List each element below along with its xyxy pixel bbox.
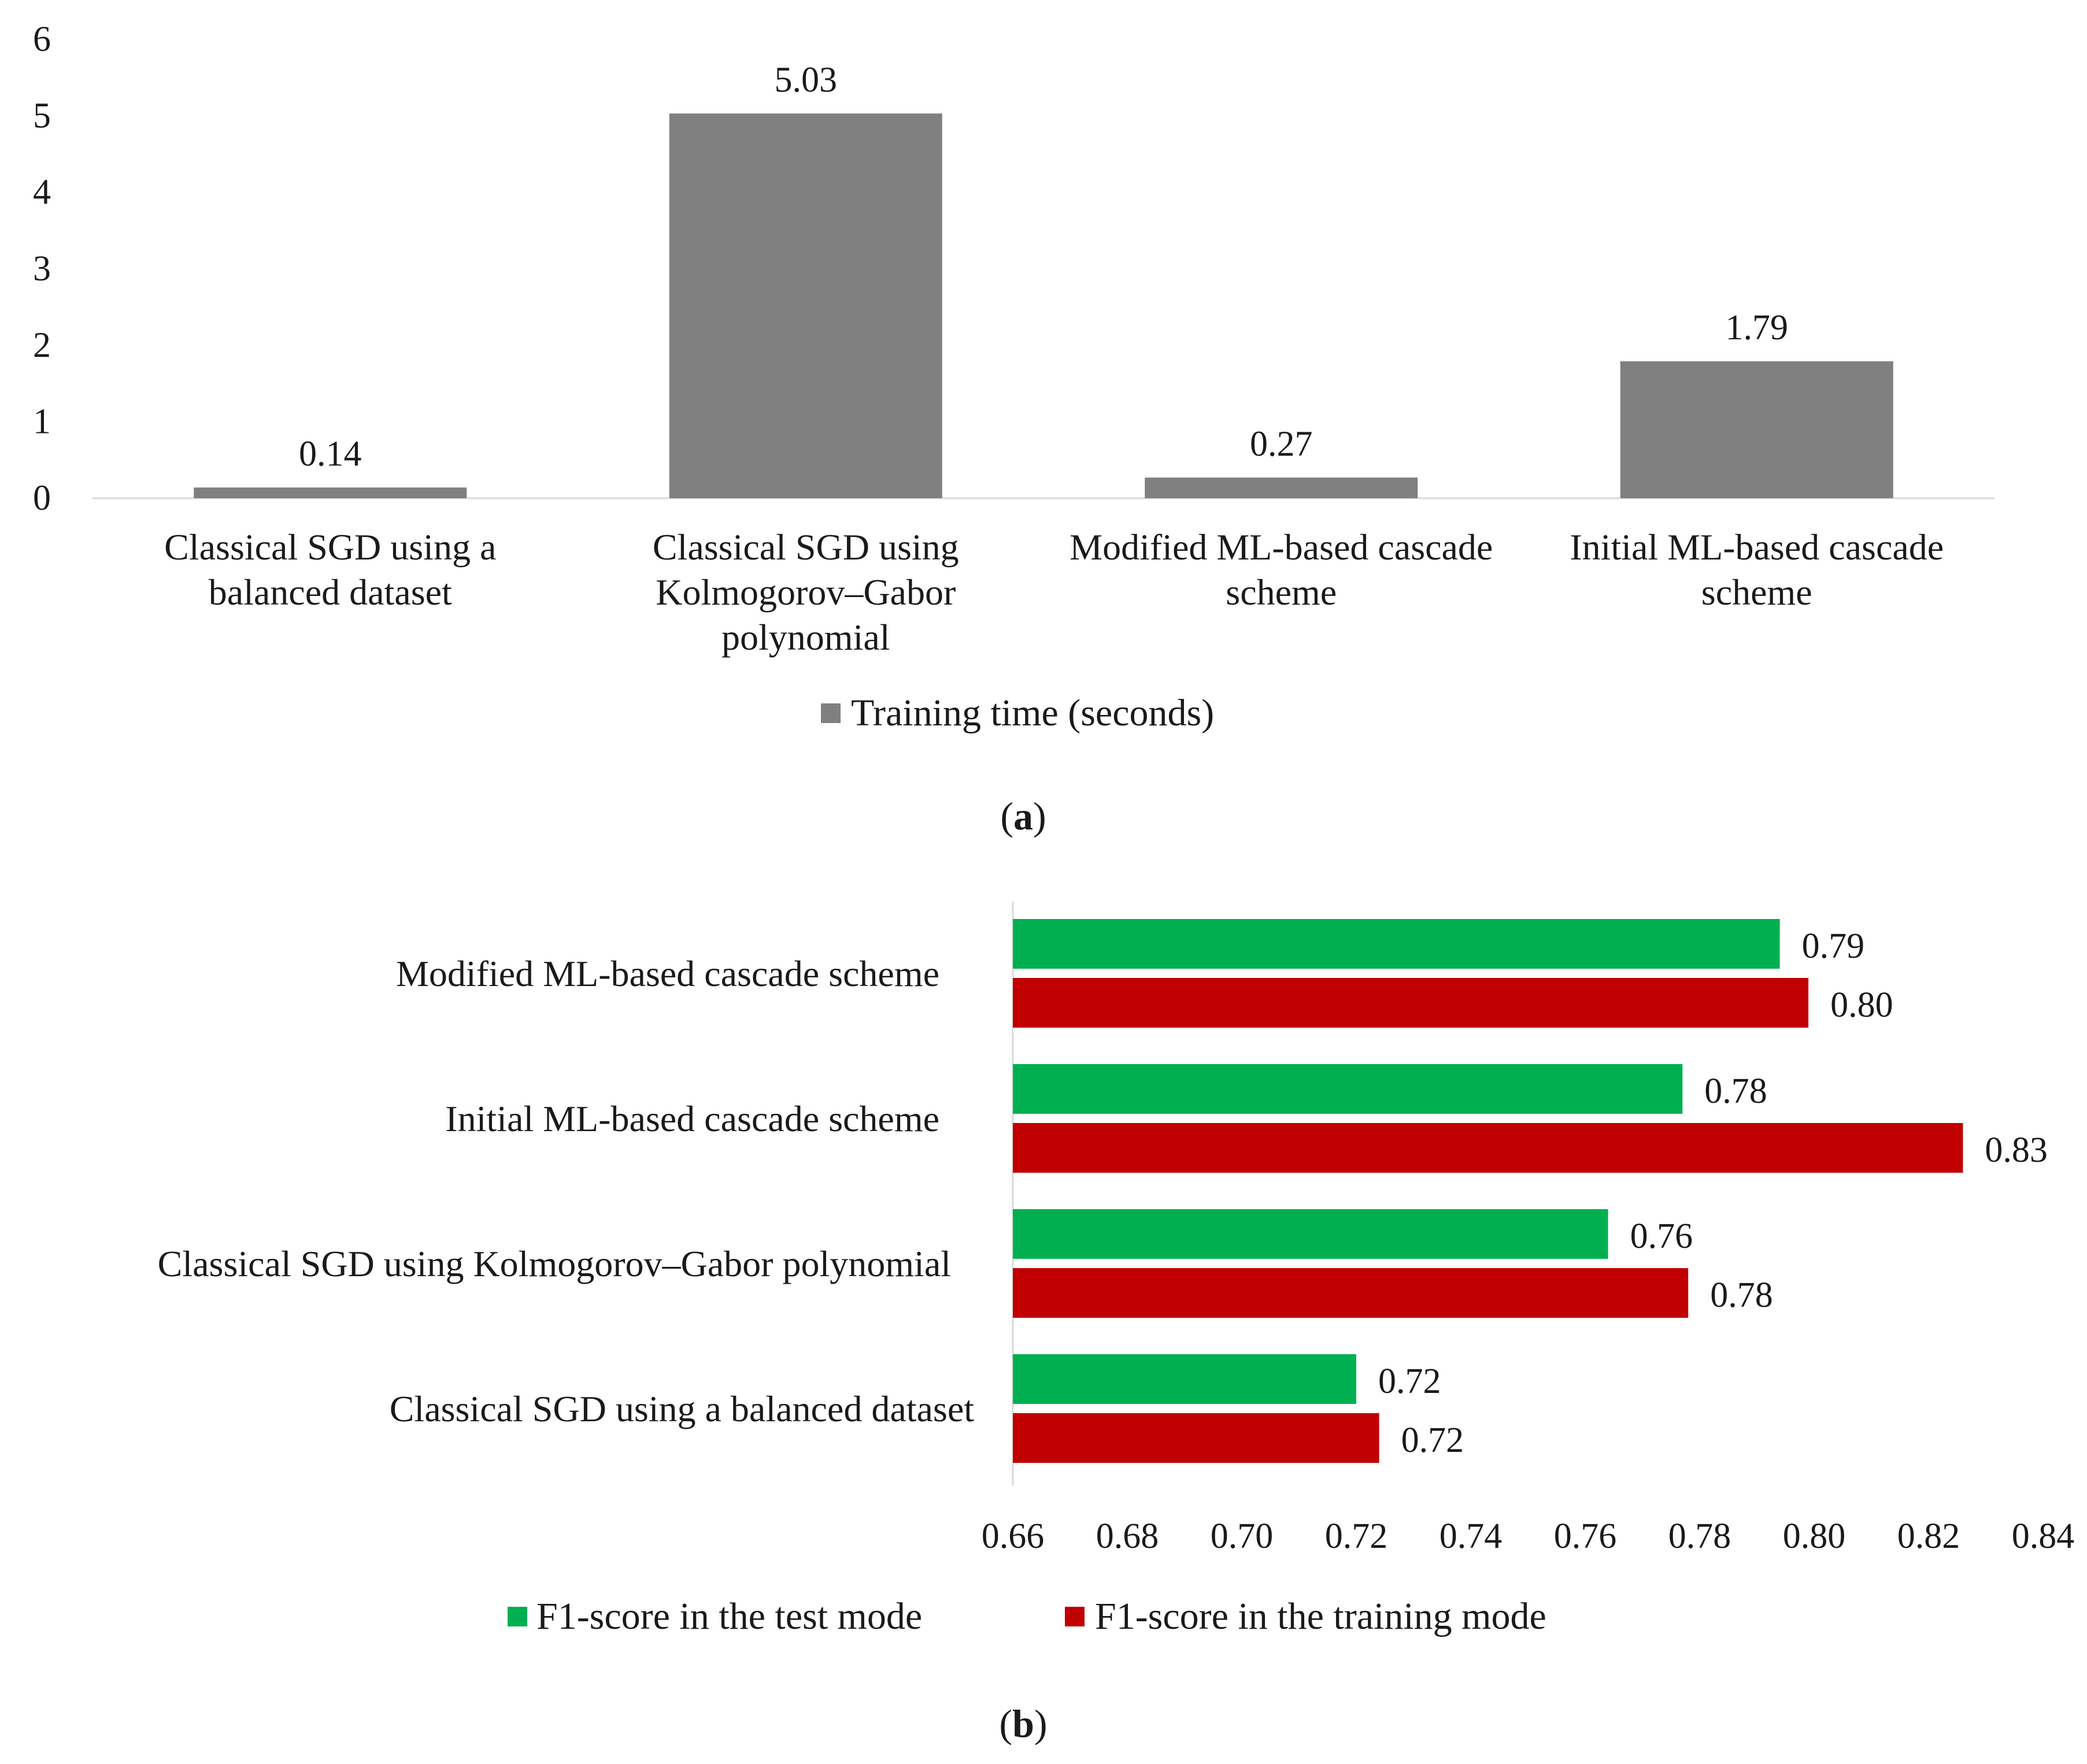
- bar-training-time: [1145, 477, 1418, 498]
- category-label: Modified ML-based cascade: [1070, 527, 1493, 568]
- x-tick-label: 0.70: [1211, 1517, 1274, 1556]
- category-label: Classical SGD using a balanced dataset: [390, 1388, 975, 1429]
- legend-a: Training time (seconds): [821, 692, 1214, 734]
- legend-b: F1-score in the test mode F1-score in the…: [508, 1595, 1546, 1637]
- legend-label-f1-training: F1-score in the training mode: [1095, 1595, 1546, 1637]
- data-label: 0.72: [1378, 1362, 1441, 1401]
- category-label: Initial ML-based cascade scheme: [445, 1098, 939, 1139]
- y-tick-label: 1: [33, 402, 51, 442]
- chart-a-training-time: 0 1 2 3 4 5 6 0.14 Classical SGD using abalanced…: [33, 20, 1995, 734]
- x-tick-label: 0.80: [1783, 1517, 1846, 1556]
- bar-f1-test: [1013, 1209, 1608, 1259]
- legend-swatch-training-time: [821, 703, 841, 723]
- data-label: 0.79: [1802, 927, 1865, 966]
- bar-training-time: [1620, 361, 1893, 498]
- y-tick-label: 2: [33, 325, 51, 365]
- data-label: 0.78: [1704, 1072, 1767, 1111]
- category-label: Classical SGD using Kolmogorov–Gabor pol…: [158, 1243, 951, 1284]
- category-label: Classical SGD using a: [164, 527, 496, 568]
- category-label: balanced dataset: [209, 572, 452, 613]
- category-label: Kolmogorov–Gabor: [656, 572, 956, 613]
- legend-swatch-f1-training: [1065, 1607, 1085, 1626]
- category-label: Classical SGD using: [653, 527, 959, 568]
- y-tick-label: 0: [33, 479, 51, 518]
- category-label: Modified ML-based cascade scheme: [396, 953, 939, 994]
- bar-training-time: [669, 113, 942, 498]
- x-tick-label: 0.82: [1897, 1517, 1960, 1556]
- panel-a-caption: (a): [1000, 794, 1046, 838]
- category-label: polynomial: [721, 617, 890, 658]
- bar-f1-training: [1013, 1123, 1963, 1173]
- x-tick-label: 0.68: [1096, 1517, 1159, 1556]
- bar-f1-test: [1013, 1064, 1683, 1114]
- x-tick-label: 0.74: [1440, 1517, 1503, 1556]
- data-label: 5.03: [775, 60, 838, 99]
- y-tick-label: 3: [33, 249, 51, 288]
- y-tick-label: 4: [33, 173, 51, 212]
- x-tick-label: 0.66: [982, 1517, 1045, 1556]
- data-label: 1.79: [1726, 308, 1789, 347]
- data-label: 0.27: [1250, 424, 1313, 464]
- data-label: 0.76: [1630, 1217, 1693, 1256]
- legend-label-training-time: Training time (seconds): [851, 692, 1214, 734]
- bar-f1-training: [1013, 978, 1809, 1028]
- legend-swatch-f1-test: [508, 1607, 527, 1626]
- y-tick-label: 6: [33, 20, 51, 59]
- chart-b-f1-score: 0.66 0.68 0.70 0.72 0.74 0.76 0.78 0.80 0.82 0.84…: [158, 902, 2075, 1637]
- legend-label-f1-test: F1-score in the test mode: [536, 1595, 922, 1637]
- bar-f1-training: [1013, 1413, 1379, 1463]
- category-label: scheme: [1701, 572, 1812, 613]
- data-label: 0.14: [299, 434, 362, 473]
- category-label: Initial ML-based cascade: [1570, 527, 1944, 568]
- bar-f1-test: [1013, 919, 1780, 969]
- data-label: 0.83: [1985, 1131, 2048, 1170]
- y-tick-label: 5: [33, 96, 51, 135]
- category-label: scheme: [1226, 572, 1337, 613]
- panel-a-letter: a: [1013, 794, 1033, 838]
- panel-b-letter: b: [1012, 1702, 1034, 1746]
- data-label: 0.72: [1401, 1421, 1464, 1460]
- panel-b-caption: (b): [999, 1702, 1047, 1746]
- data-label: 0.80: [1830, 985, 1893, 1025]
- x-tick-label: 0.84: [2012, 1517, 2075, 1556]
- bar-f1-test: [1013, 1354, 1356, 1404]
- x-tick-label: 0.72: [1325, 1517, 1388, 1556]
- bar-f1-training: [1013, 1268, 1689, 1318]
- data-label: 0.78: [1710, 1276, 1773, 1315]
- x-tick-label: 0.78: [1668, 1517, 1731, 1556]
- bar-training-time: [194, 487, 467, 498]
- x-tick-label: 0.76: [1554, 1517, 1617, 1556]
